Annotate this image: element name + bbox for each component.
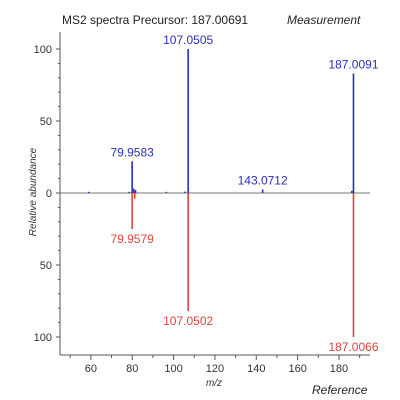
- reference-label: Reference: [312, 383, 368, 397]
- x-tick-label: 120: [206, 363, 224, 375]
- x-tick-label: 60: [85, 363, 97, 375]
- y-tick-label: 100: [34, 44, 52, 56]
- measurement-peak-label: 107.0505: [163, 33, 213, 47]
- reference-peak-label: 79.9579: [110, 232, 154, 246]
- peak-labels: 79.9583 107.0505 143.0712 187.0091 79.9579 10…: [110, 33, 378, 354]
- x-tick-label: 80: [126, 363, 138, 375]
- reference-peak-label: 187.0066: [328, 340, 378, 354]
- axes: 100 50 0 50 100 60 80 100 120 140 160 180: [34, 32, 370, 375]
- x-tick-label: 160: [288, 363, 306, 375]
- x-tick-label: 140: [247, 363, 265, 375]
- peaks: [88, 49, 355, 337]
- y-tick-label: 50: [40, 116, 52, 128]
- reference-peak-label: 107.0502: [163, 314, 213, 328]
- y-tick-label: 100: [34, 332, 52, 344]
- y-tick-label: 50: [40, 260, 52, 272]
- measurement-label: Measurement: [287, 13, 361, 27]
- chart-title: MS2 spectra Precursor: 187.00691: [62, 13, 248, 27]
- measurement-peak-label: 79.9583: [110, 145, 154, 159]
- measurement-peak-label: 143.0712: [238, 173, 288, 187]
- y-tick-label: 0: [46, 188, 52, 200]
- x-tick-label: 180: [330, 363, 348, 375]
- y-axis-title: Relative abundance: [28, 147, 39, 236]
- measurement-peak-label: 187.0091: [328, 57, 378, 71]
- x-axis-title: m/z: [206, 378, 222, 389]
- x-tick-label: 100: [164, 363, 182, 375]
